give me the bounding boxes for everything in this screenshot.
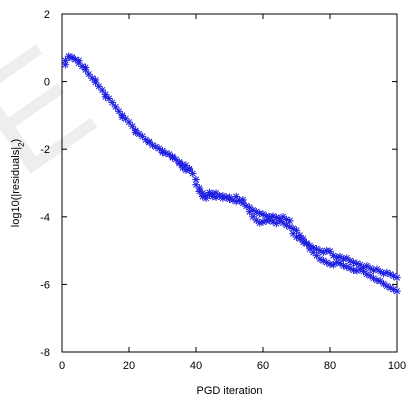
data-point bbox=[239, 196, 247, 204]
data-point bbox=[289, 224, 297, 233]
data-point bbox=[316, 255, 324, 263]
data-point bbox=[232, 192, 240, 201]
data-point bbox=[188, 169, 197, 178]
data-point bbox=[131, 128, 140, 137]
data-point bbox=[85, 70, 93, 78]
y-tick-label: -8 bbox=[40, 347, 50, 359]
data-point bbox=[329, 260, 338, 269]
data-point bbox=[292, 226, 301, 235]
y-axis-label-subscript: 2 bbox=[17, 142, 26, 147]
data-point bbox=[61, 56, 70, 65]
data-point bbox=[192, 175, 200, 184]
data-point bbox=[212, 189, 220, 197]
data-point bbox=[192, 180, 200, 189]
data-point bbox=[232, 197, 240, 206]
data-point bbox=[118, 113, 127, 121]
x-tick-label: 0 bbox=[59, 360, 65, 372]
data-point bbox=[168, 153, 177, 162]
y-tick-label: 0 bbox=[44, 77, 50, 89]
data-point bbox=[282, 221, 291, 230]
data-point bbox=[111, 103, 120, 111]
data-point bbox=[339, 262, 348, 270]
data-point bbox=[286, 217, 294, 225]
data-point bbox=[373, 265, 381, 273]
data-points bbox=[61, 52, 401, 295]
x-tick-label: 80 bbox=[324, 360, 336, 372]
data-point bbox=[336, 259, 344, 268]
y-axis-label-main: log10(|residuals| bbox=[10, 147, 22, 227]
data-point bbox=[108, 98, 117, 107]
x-tick-label: 40 bbox=[190, 360, 202, 372]
x-tick-label: 20 bbox=[123, 360, 135, 372]
data-point bbox=[98, 86, 106, 94]
data-point bbox=[128, 122, 137, 131]
x-tick-label: 100 bbox=[388, 360, 406, 372]
data-point bbox=[91, 76, 100, 84]
data-point bbox=[255, 219, 264, 227]
y-axis-label: log10(|residuals|2) bbox=[10, 139, 26, 227]
data-point bbox=[302, 240, 311, 248]
x-tick-label: 60 bbox=[257, 360, 269, 372]
y-tick-label: -2 bbox=[40, 144, 50, 156]
y-tick-label: -4 bbox=[40, 212, 50, 224]
plot-frame bbox=[61, 13, 398, 353]
data-point bbox=[299, 234, 307, 243]
y-axis-label-close: ) bbox=[10, 139, 22, 143]
data-point bbox=[185, 165, 194, 173]
data-point bbox=[158, 148, 167, 157]
data-point bbox=[369, 266, 378, 275]
data-point bbox=[68, 54, 76, 62]
data-point bbox=[312, 251, 321, 260]
x-axis-label: PGD iteration bbox=[196, 385, 262, 397]
data-point bbox=[245, 207, 254, 216]
data-point bbox=[145, 137, 153, 146]
data-point bbox=[376, 267, 385, 276]
axis-ticks bbox=[61, 13, 398, 353]
data-point bbox=[74, 56, 83, 65]
data-point bbox=[101, 93, 110, 101]
y-tick-label: -6 bbox=[40, 279, 50, 291]
data-point bbox=[175, 159, 184, 168]
data-point bbox=[319, 256, 328, 265]
data-point bbox=[393, 273, 401, 282]
data-point bbox=[81, 63, 90, 72]
data-point bbox=[272, 219, 281, 228]
data-point bbox=[393, 287, 401, 295]
data-point bbox=[219, 192, 227, 200]
y-tick-label: 2 bbox=[44, 9, 50, 21]
data-point bbox=[115, 107, 123, 116]
data-point bbox=[326, 247, 334, 256]
data-point bbox=[225, 193, 234, 201]
data-point bbox=[202, 194, 210, 203]
data-point bbox=[195, 187, 204, 196]
